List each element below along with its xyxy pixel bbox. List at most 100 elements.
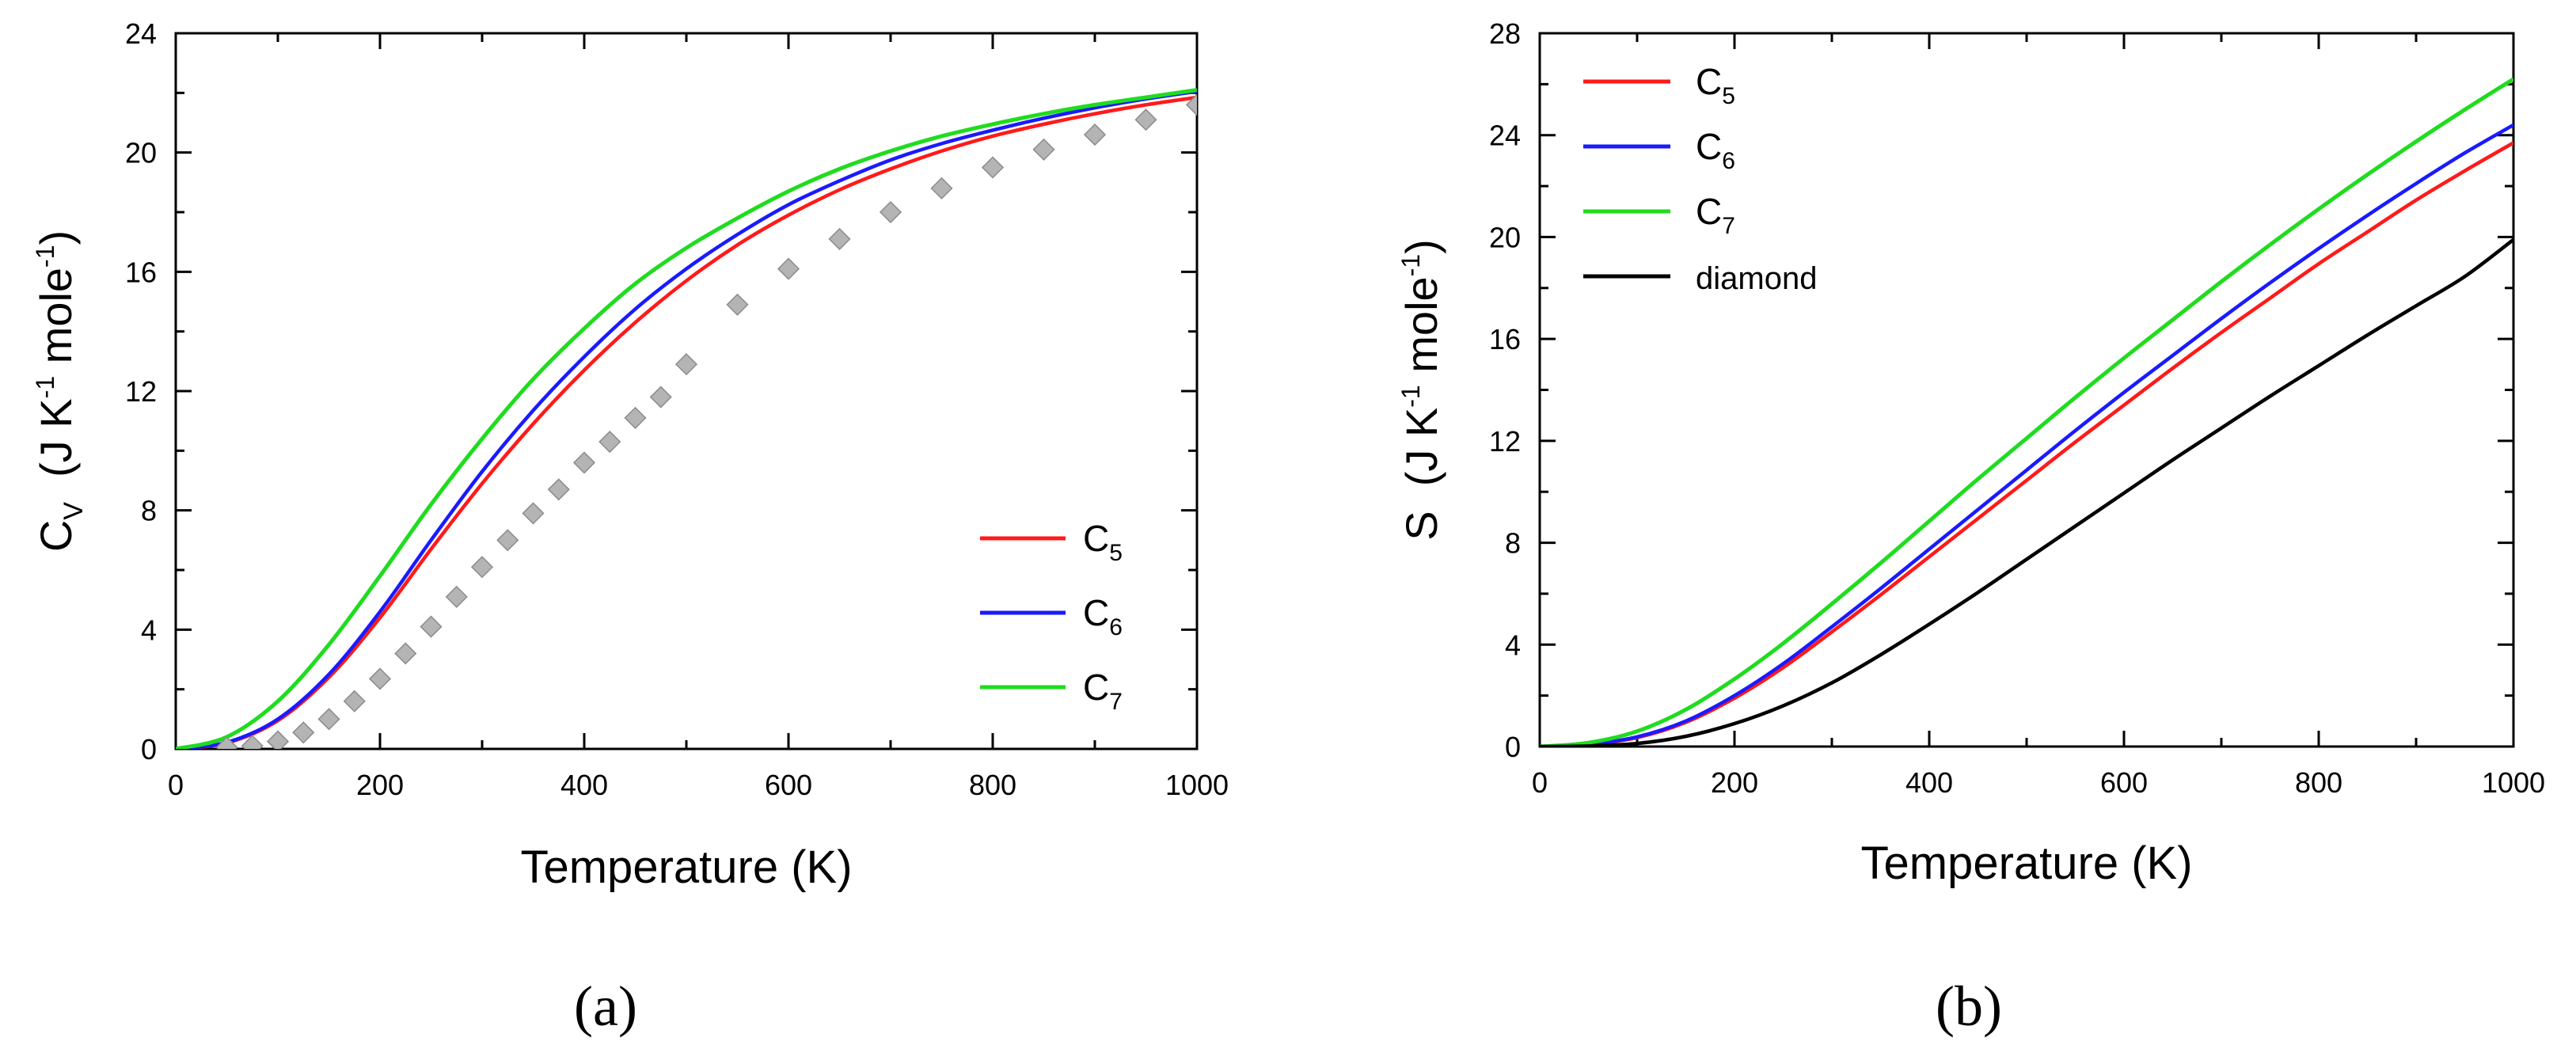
legend-label-main: C — [1696, 126, 1722, 167]
legend-label-subscript: 7 — [1109, 689, 1123, 715]
experimental-diamond-point — [266, 730, 290, 749]
y-tick-label: 0 — [1505, 731, 1521, 763]
legend-label-c5: C5 — [1696, 61, 1735, 109]
experimental-diamond-point — [726, 293, 749, 316]
chart-panel-b: 0 200 400 600 800 1000 0 4 8 12 16 20 24 28 Temperatur… — [1396, 17, 2545, 1038]
experimental-diamond-point — [1032, 138, 1055, 161]
experimental-diamond-point — [292, 721, 315, 744]
y-label-units: ) — [31, 230, 81, 245]
legend-label-main: C — [1083, 518, 1109, 559]
x-tick-label: 600 — [2100, 766, 2148, 799]
experimental-diamond-point — [624, 406, 647, 429]
y-tick-label: 0 — [141, 733, 157, 766]
experimental-diamond-point — [368, 667, 392, 690]
experimental-diamond-point — [496, 529, 519, 552]
series-line-diamond — [1540, 238, 2513, 747]
legend-label-c7: C7 — [1696, 191, 1735, 239]
y-label-symbol: C — [31, 520, 81, 552]
y-label-symbol: S — [1396, 511, 1446, 540]
x-tick-label: 1000 — [2482, 766, 2545, 799]
experimental-diamond-point — [828, 227, 851, 250]
legend-label-subscript: 6 — [1109, 614, 1123, 640]
series-line-c7 — [176, 88, 1197, 749]
legend-label-main: C — [1083, 592, 1109, 633]
experimental-diamond-point — [547, 478, 570, 501]
experimental-diamond-point — [598, 430, 621, 454]
legend-label-main: C — [1083, 667, 1109, 708]
plot-frame — [1538, 32, 2515, 748]
y-tick-label: 20 — [1489, 221, 1521, 253]
y-label-exponent: -1 — [31, 376, 59, 398]
experimental-diamond-point — [241, 735, 264, 749]
experimental-diamond-point — [1185, 93, 1197, 116]
y-tick-label: 16 — [1489, 323, 1521, 355]
legend-label-c5: C5 — [1083, 518, 1123, 566]
y-tick-label: 4 — [141, 614, 157, 646]
experimental-diamond-point — [445, 585, 468, 608]
legend-label-subscript: 5 — [1722, 83, 1735, 109]
x-tick-label: 200 — [356, 769, 404, 801]
legend-label-subscript: 5 — [1109, 540, 1123, 566]
experimental-diamond-point — [777, 257, 800, 280]
experimental-diamond-point — [1134, 108, 1157, 131]
series-line-c6 — [176, 89, 1197, 749]
legend-label-c6: C6 — [1696, 126, 1735, 174]
x-tick-label: 0 — [1532, 766, 1548, 799]
x-tick-label: 400 — [1905, 766, 1953, 799]
experimental-diamond-point — [470, 556, 494, 579]
series-group — [176, 88, 1197, 749]
x-tick-label: 800 — [969, 769, 1016, 801]
panel-label: (b) — [1936, 975, 2002, 1038]
x-tick-label: 200 — [1711, 766, 1758, 799]
legend-label-c7: C7 — [1083, 667, 1123, 715]
experimental-diamond-point — [317, 708, 340, 731]
y-tick-label: 16 — [125, 256, 157, 288]
series-line-c6 — [1540, 123, 2513, 747]
legend-label-diamond: diamond — [1696, 261, 1817, 296]
x-axis-label: Temperature (K) — [1860, 838, 2192, 889]
y-tick-label: 4 — [1505, 629, 1521, 661]
experimental-diamond-point — [343, 690, 366, 712]
y-label-exponent: -1 — [1396, 254, 1425, 276]
y-label-subscript: V — [59, 502, 89, 520]
y-tick-label: 12 — [1489, 425, 1521, 458]
experimental-diamond-point — [1083, 124, 1107, 146]
x-tick-label: 600 — [765, 769, 812, 801]
legend-label-main: C — [1696, 191, 1722, 232]
series-line-c5 — [176, 95, 1197, 749]
experimental-diamond-point — [674, 353, 698, 376]
y-tick-label: 8 — [1505, 527, 1521, 560]
legend-label-c6: C6 — [1083, 592, 1123, 640]
series-line-c7 — [1540, 77, 2513, 747]
y-label-exponent: -1 — [31, 245, 59, 267]
y-tick-label: 24 — [1489, 120, 1521, 152]
experimental-diamond-point — [394, 642, 417, 665]
y-tick-label: 8 — [141, 495, 157, 527]
experimental-diamond-point — [572, 451, 596, 474]
x-tick-label: 400 — [560, 769, 608, 801]
experimental-diamond-point — [981, 156, 1005, 179]
experimental-diamond-point — [930, 177, 953, 200]
experimental-diamond-point — [522, 502, 545, 525]
x-tick-label: 1000 — [1165, 769, 1229, 801]
y-label-units: mole — [1396, 276, 1446, 385]
y-tick-label: 12 — [125, 375, 157, 408]
y-label-exponent: -1 — [1396, 385, 1425, 407]
x-axis-label: Temperature (K) — [520, 842, 852, 893]
y-label-units: ) — [1396, 239, 1446, 254]
y-axis-label: S (J K-1 mole-1) — [1396, 239, 1446, 541]
panel-label: (a) — [574, 975, 637, 1038]
y-label-units: mole — [31, 268, 81, 376]
legend-label-subscript: 6 — [1722, 148, 1735, 174]
y-tick-label: 28 — [1489, 17, 1521, 50]
legend-label-subscript: 7 — [1722, 213, 1735, 239]
y-label-units: (J K — [1396, 408, 1446, 511]
experimental-diamond-point — [649, 386, 672, 408]
x-tick-label: 0 — [168, 769, 184, 801]
series-line-c5 — [1540, 141, 2513, 747]
experimental-diamond-point — [879, 200, 902, 224]
experimental-diamond-point — [420, 615, 443, 638]
